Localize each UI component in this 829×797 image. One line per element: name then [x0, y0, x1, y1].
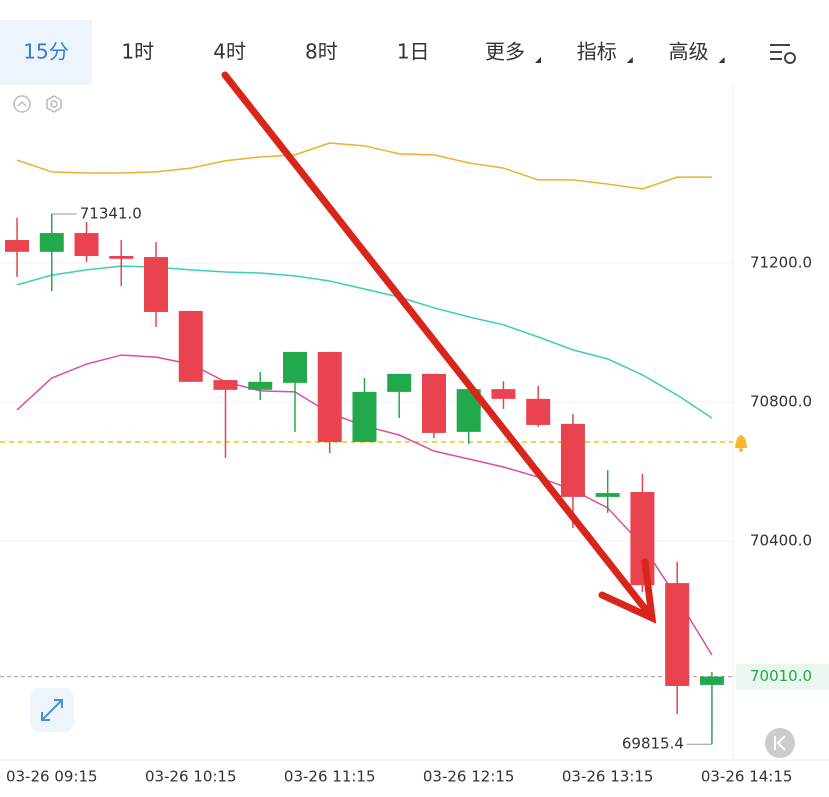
dropdown-caret	[535, 57, 541, 63]
low-label: 69815.4	[622, 735, 684, 753]
expand-button[interactable]	[30, 688, 74, 732]
candle-body	[5, 240, 30, 252]
tab[interactable]: 8时	[305, 40, 338, 64]
tab[interactable]: 15分	[23, 40, 68, 64]
candle-body	[665, 583, 690, 686]
tab[interactable]: 4时	[213, 40, 246, 64]
candle-body	[630, 492, 655, 586]
collapse-icons[interactable]	[13, 95, 62, 113]
candle-body	[387, 373, 412, 392]
x-tick-label: 03-26 12:15	[423, 768, 515, 786]
y-tick-label: 70400.0	[750, 532, 812, 550]
candle-body	[248, 381, 273, 390]
candle-body	[491, 389, 516, 399]
candle-body	[352, 391, 377, 442]
tab[interactable]: 1时	[121, 40, 154, 64]
candle-body	[109, 256, 134, 259]
indicator-line	[16, 142, 712, 190]
last-price-box	[736, 663, 829, 690]
tab[interactable]: 高级	[669, 40, 709, 64]
reset-button[interactable]	[765, 728, 795, 758]
candle-body	[595, 493, 620, 497]
candle-body	[317, 351, 342, 442]
settings-icon[interactable]	[770, 44, 796, 64]
candle-body	[74, 233, 99, 257]
alert-bell[interactable]	[735, 435, 747, 452]
candle-body	[178, 310, 203, 382]
plot: 71200.0 70800.0 70400.0 03-26 09:15 03-26 10…	[0, 142, 829, 786]
trend-arrow	[221, 71, 657, 624]
x-tick-label: 03-26 09:15	[6, 768, 98, 786]
tab[interactable]: 更多	[485, 40, 525, 64]
dropdown-caret	[718, 57, 725, 63]
last-price-label: 70010.0	[750, 667, 812, 685]
high-label: 71341.0	[80, 204, 142, 222]
toolbar	[0, 20, 829, 85]
candle-body	[39, 233, 64, 252]
candle-body	[213, 380, 238, 390]
candle-body	[282, 351, 307, 383]
tabs: 15分 1时 4时 8时 1日 更多 指标 高级	[23, 40, 725, 64]
x-tick-label: 03-26 10:15	[145, 768, 237, 786]
x-tick-label: 03-26 13:15	[562, 768, 654, 786]
candle-body	[699, 676, 724, 685]
y-tick-label: 70800.0	[750, 392, 812, 410]
x-tick-label: 03-26 14:15	[701, 768, 793, 786]
x-tick-label: 03-26 11:15	[284, 768, 376, 786]
candle-body	[560, 423, 585, 497]
tab[interactable]: 指标	[577, 40, 617, 64]
selected-tab-bg	[0, 20, 92, 85]
candle-body	[421, 373, 446, 433]
indicator-line	[16, 265, 713, 419]
tab[interactable]: 1日	[397, 40, 430, 64]
y-tick-label: 71200.0	[750, 253, 812, 271]
candle-body	[144, 257, 169, 312]
dropdown-caret	[626, 57, 633, 63]
candle-body	[526, 398, 551, 425]
top-strip	[0, 0, 829, 20]
